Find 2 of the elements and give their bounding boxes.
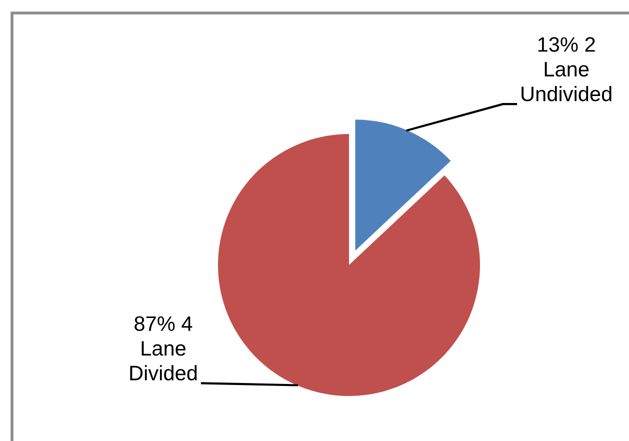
slice-label: 13% 2 Lane Undivided [522, 37, 612, 102]
slice-label: 87% 4 Lane Divided [130, 316, 197, 380]
